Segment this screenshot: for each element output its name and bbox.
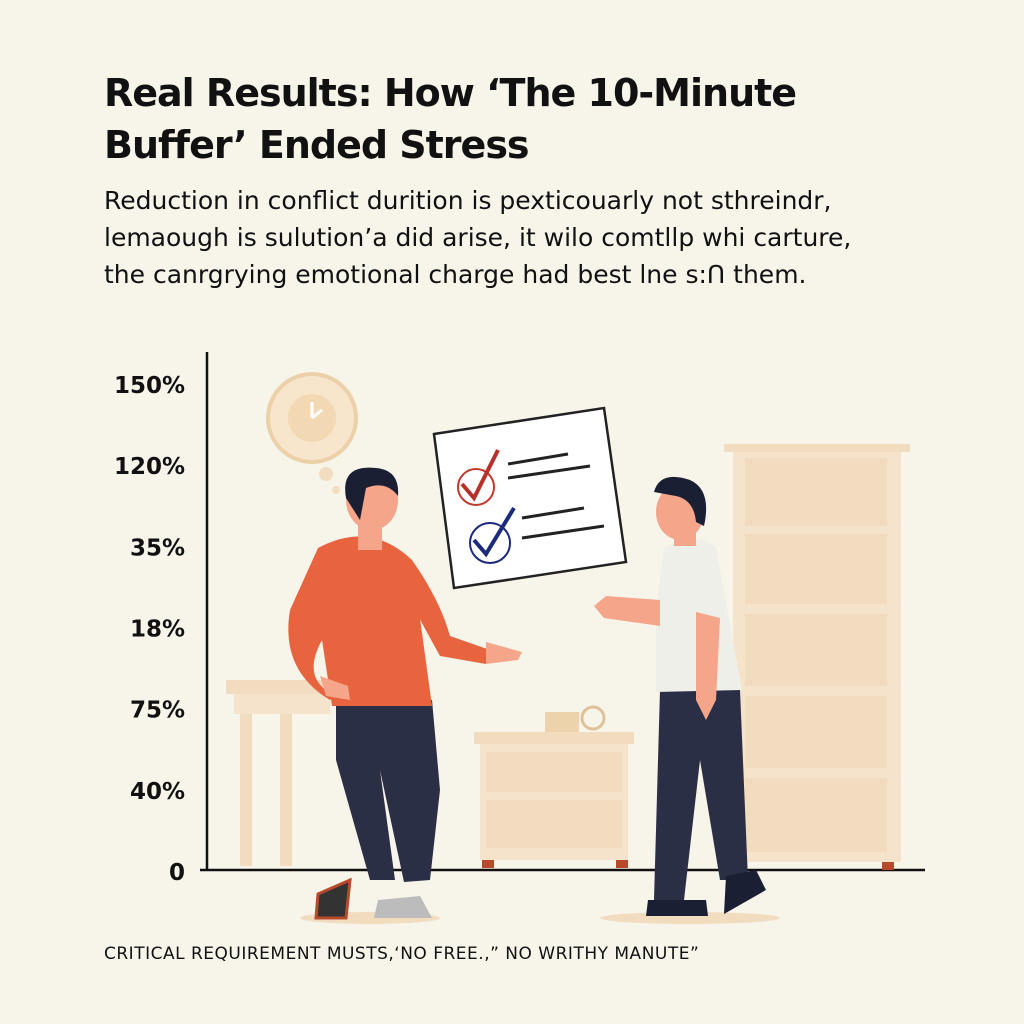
axis-label: 40%	[130, 779, 185, 805]
axis-label: 75%	[130, 698, 185, 724]
title-line: Buffer’ Ended Stress	[104, 123, 529, 167]
axis-label: 0	[169, 860, 185, 886]
illustration	[200, 352, 925, 924]
axis-labels: 150% 120% 35% 18% 75% 40% 0	[114, 373, 185, 886]
body-line: the canrgrying emotional charge had best…	[104, 260, 807, 289]
axis-label: 35%	[130, 535, 185, 561]
body-line: lemaough is sulution’a did arise, it wil…	[104, 223, 851, 252]
title-line: Real Results: How ‘The 10-Minute	[104, 71, 796, 115]
axis-label: 150%	[114, 373, 185, 399]
footer: CRITICAL REQUIREMENT MUSTS,‘NO FREE.,” N…	[104, 944, 699, 964]
axis-label: 18%	[130, 617, 185, 643]
body-line: Reduction in conflict durition is pextic…	[104, 186, 832, 215]
axis-label: 120%	[114, 454, 185, 480]
